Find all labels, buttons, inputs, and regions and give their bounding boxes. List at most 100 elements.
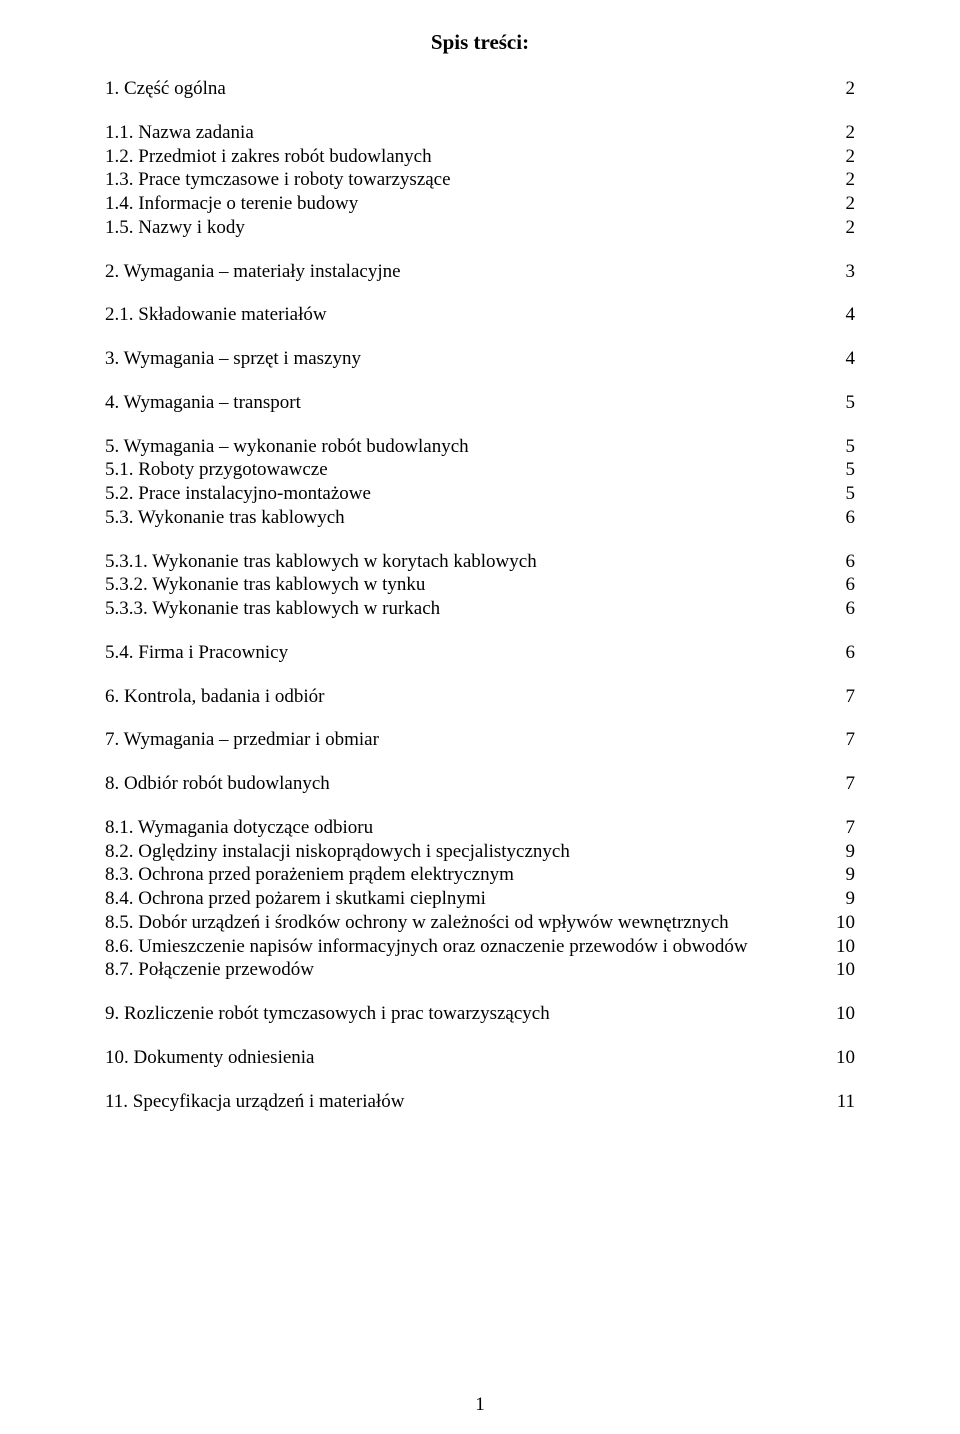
toc-entry-label: 5.2. Prace instalacyjno-montażowe (105, 482, 827, 506)
toc-entry-page: 5 (827, 458, 855, 482)
toc-entry-label: 8.3. Ochrona przed porażeniem prądem ele… (105, 863, 827, 887)
toc-entry-page: 6 (827, 573, 855, 597)
toc-entry-page: 6 (827, 597, 855, 621)
toc-entry-page: 5 (827, 435, 855, 459)
toc-row: 6. Kontrola, badania i odbiór7 (105, 685, 855, 709)
toc-entry-label: 1.5. Nazwy i kody (105, 216, 827, 240)
toc-row: 8.4. Ochrona przed pożarem i skutkami ci… (105, 887, 855, 911)
toc-entry-label: 5.3.1. Wykonanie tras kablowych w koryta… (105, 550, 827, 574)
toc-entry-page: 2 (827, 145, 855, 169)
group-spacer (105, 1070, 855, 1090)
toc-entry-page: 10 (827, 958, 855, 982)
group-spacer (105, 982, 855, 1002)
toc-entry-label: 1.2. Przedmiot i zakres robót budowlanyc… (105, 145, 827, 169)
toc-row: 5. Wymagania – wykonanie robót budowlany… (105, 435, 855, 459)
group-spacer (105, 665, 855, 685)
group-spacer (105, 283, 855, 303)
toc-entry-label: 8.1. Wymagania dotyczące odbioru (105, 816, 827, 840)
document-page: Spis treści: 1. Część ogólna2 1.1. Nazwa … (0, 0, 960, 1434)
toc-row: 1. Część ogólna2 (105, 77, 855, 101)
toc-row: 1.1. Nazwa zadania2 (105, 121, 855, 145)
toc-entry-label: 4. Wymagania – transport (105, 391, 827, 415)
toc-entry-page: 11 (827, 1090, 855, 1114)
toc-entry-label: 5.4. Firma i Pracownicy (105, 641, 827, 665)
toc-entry-page: 2 (827, 216, 855, 240)
toc-row: 5.3.3. Wykonanie tras kablowych w rurkac… (105, 597, 855, 621)
toc-entry-page: 2 (827, 121, 855, 145)
toc-row: 1.4. Informacje o terenie budowy2 (105, 192, 855, 216)
toc-row: 2. Wymagania – materiały instalacyjne3 (105, 260, 855, 284)
toc-entry-page: 5 (827, 482, 855, 506)
toc-entry-page: 4 (827, 347, 855, 371)
toc-entry-label: 5. Wymagania – wykonanie robót budowlany… (105, 435, 827, 459)
toc-entry-page: 9 (827, 863, 855, 887)
group-spacer (105, 240, 855, 260)
toc-row: 8. Odbiór robót budowlanych7 (105, 772, 855, 796)
group-spacer (105, 796, 855, 816)
toc-entry-label: 8.7. Połączenie przewodów (105, 958, 827, 982)
group-spacer (105, 415, 855, 435)
toc-row: 2.1. Składowanie materiałów4 (105, 303, 855, 327)
toc-row: 1.3. Prace tymczasowe i roboty towarzysz… (105, 168, 855, 192)
toc-entry-label: 8.2. Oględziny instalacji niskoprądowych… (105, 840, 827, 864)
toc-entry-label: 10. Dokumenty odniesienia (105, 1046, 827, 1070)
toc-row: 8.3. Ochrona przed porażeniem prądem ele… (105, 863, 855, 887)
toc-entry-page: 2 (827, 77, 855, 101)
toc-entry-page: 10 (827, 911, 855, 935)
toc-row: 5.3.1. Wykonanie tras kablowych w koryta… (105, 550, 855, 574)
toc-row: 5.4. Firma i Pracownicy6 (105, 641, 855, 665)
toc-entry-label: 9. Rozliczenie robót tymczasowych i prac… (105, 1002, 827, 1026)
toc-row: 8.2. Oględziny instalacji niskoprądowych… (105, 840, 855, 864)
toc-entry-label: 3. Wymagania – sprzęt i maszyny (105, 347, 827, 371)
toc-entry-label: 7. Wymagania – przedmiar i obmiar (105, 728, 827, 752)
group-spacer (105, 327, 855, 347)
toc-entry-label: 8.5. Dobór urządzeń i środków ochrony w … (105, 911, 827, 935)
group-spacer (105, 708, 855, 728)
toc-entry-label: 5.1. Roboty przygotowawcze (105, 458, 827, 482)
group-spacer (105, 530, 855, 550)
toc-entry-label: 8.6. Umieszczenie napisów informacyjnych… (105, 935, 827, 959)
toc-entry-label: 2. Wymagania – materiały instalacyjne (105, 260, 827, 284)
toc-entry-page: 7 (827, 816, 855, 840)
toc-entry-label: 8.4. Ochrona przed pożarem i skutkami ci… (105, 887, 827, 911)
toc-row: 3. Wymagania – sprzęt i maszyny4 (105, 347, 855, 371)
toc-entry-page: 9 (827, 840, 855, 864)
toc-row: 7. Wymagania – przedmiar i obmiar7 (105, 728, 855, 752)
toc-entry-page: 10 (827, 1046, 855, 1070)
group-spacer (105, 621, 855, 641)
toc-entry-label: 5.3.3. Wykonanie tras kablowych w rurkac… (105, 597, 827, 621)
toc-entry-label: 8. Odbiór robót budowlanych (105, 772, 827, 796)
toc-entry-page: 7 (827, 728, 855, 752)
toc-entry-label: 2.1. Składowanie materiałów (105, 303, 827, 327)
toc-row: 8.5. Dobór urządzeń i środków ochrony w … (105, 911, 855, 935)
toc-row: 8.6. Umieszczenie napisów informacyjnych… (105, 935, 855, 959)
toc-entry-page: 7 (827, 685, 855, 709)
toc-entry-page: 7 (827, 772, 855, 796)
toc-row: 8.7. Połączenie przewodów10 (105, 958, 855, 982)
toc-entry-page: 6 (827, 506, 855, 530)
toc-entry-label: 1.4. Informacje o terenie budowy (105, 192, 827, 216)
toc-row: 1.5. Nazwy i kody2 (105, 216, 855, 240)
toc-row: 1.2. Przedmiot i zakres robót budowlanyc… (105, 145, 855, 169)
group-spacer (105, 371, 855, 391)
toc-row: 8.1. Wymagania dotyczące odbioru7 (105, 816, 855, 840)
toc-row: 5.3. Wykonanie tras kablowych6 (105, 506, 855, 530)
toc-entry-page: 4 (827, 303, 855, 327)
toc-entry-page: 2 (827, 168, 855, 192)
toc-row: 10. Dokumenty odniesienia10 (105, 1046, 855, 1070)
page-number: 1 (475, 1394, 485, 1416)
toc-entry-page: 9 (827, 887, 855, 911)
toc-row: 5.3.2. Wykonanie tras kablowych w tynku6 (105, 573, 855, 597)
group-spacer (105, 1026, 855, 1046)
toc-entry-page: 2 (827, 192, 855, 216)
toc-title: Spis treści: (105, 30, 855, 55)
toc-content: 1. Część ogólna2 1.1. Nazwa zadania21.2. … (105, 77, 855, 1113)
toc-entry-page: 5 (827, 391, 855, 415)
toc-entry-label: 5.3.2. Wykonanie tras kablowych w tynku (105, 573, 827, 597)
toc-entry-page: 6 (827, 641, 855, 665)
toc-row: 9. Rozliczenie robót tymczasowych i prac… (105, 1002, 855, 1026)
group-spacer (105, 752, 855, 772)
toc-entry-page: 10 (827, 1002, 855, 1026)
toc-entry-label: 1.3. Prace tymczasowe i roboty towarzysz… (105, 168, 827, 192)
toc-entry-page: 10 (827, 935, 855, 959)
